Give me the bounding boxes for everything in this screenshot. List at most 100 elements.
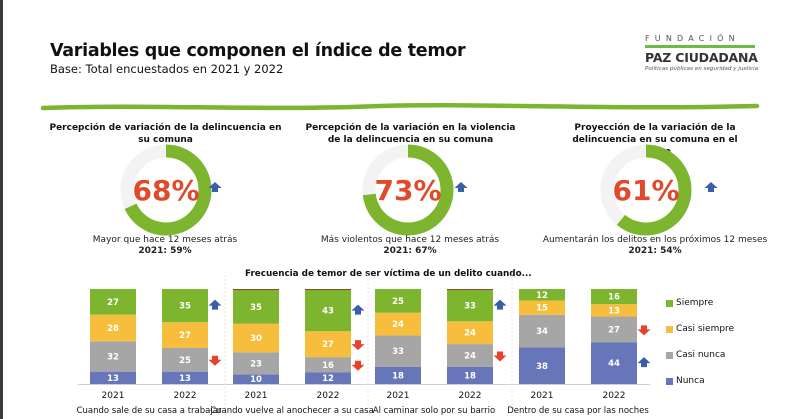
legend-swatch [666, 377, 673, 385]
category-label: Cuando vuelve al anochecer a su casa [210, 406, 374, 416]
bar-segment-siempre [447, 289, 493, 322]
bar-segment-nunca [375, 366, 421, 384]
trend-up-arrow-icon [493, 299, 507, 310]
legend-item-nunca: Nunca [666, 368, 734, 394]
chart-legend: Siempre Casi siempre Casi nunca Nunca [666, 290, 734, 394]
data-label: 23 [250, 359, 262, 369]
bar-segment-casi-nunca [519, 314, 565, 348]
logo-top-text: FUNDACIÓN [645, 34, 740, 43]
category-label: Cuando sale de su casa a trabajar [77, 406, 222, 416]
x-tick-label: 2021 [102, 391, 125, 401]
data-label: 12 [536, 291, 548, 301]
bar-segment-other [233, 289, 279, 290]
trend-up-arrow-icon [637, 357, 651, 368]
bar-segment-casi-siempre [90, 314, 136, 342]
donut-value-arc [362, 144, 454, 236]
bar-segment-nunca [233, 374, 279, 384]
green-brush-line [40, 102, 760, 111]
bar-segment-siempre [233, 289, 279, 324]
trend-up-arrow-icon [704, 182, 718, 192]
kpi-title-2: Percepción de la variación en la violenc… [305, 123, 516, 145]
legend-label: Casi siempre [676, 324, 735, 334]
kpi-donut-2: 73% [362, 144, 468, 236]
kpi-caption-2: Más violentos que hace 12 meses atrás 20… [305, 235, 515, 257]
data-label: 27 [608, 325, 620, 335]
bar-segment-nunca [447, 366, 493, 384]
donut-value-arc [120, 144, 212, 236]
bar-segment-casi-siempre [591, 304, 637, 317]
kpi-caption-1: Mayor que hace 12 meses atrás 2021: 59% [60, 235, 270, 257]
bar-segment-nunca [591, 342, 637, 384]
bar-segment-siempre [305, 289, 351, 332]
trend-up-arrow-icon [351, 304, 365, 315]
logo-main-text: PAZ CIUDADANA [645, 50, 758, 65]
trend-up-arrow-icon [454, 182, 468, 192]
kpi-previous: 2021: 54% [628, 246, 682, 256]
data-label: 13 [179, 374, 191, 384]
data-label: 43 [322, 307, 334, 317]
data-label: 35 [179, 302, 191, 312]
bar-segment-casi-siempre [305, 331, 351, 358]
bar-segment-siempre [375, 289, 421, 313]
data-label: 18 [464, 371, 476, 381]
data-label: 27 [179, 331, 191, 341]
kpi-caption-text: Más violentos que hace 12 meses atrás [320, 235, 500, 245]
bar-segment-nunca [162, 371, 208, 384]
data-label: 27 [322, 340, 334, 350]
bar-group: 13 32 28 27 2021 13 25 27 35 2022 Cuando sale de s… [77, 289, 222, 416]
x-tick-label: 2022 [174, 391, 197, 401]
bar-segment-siempre [90, 289, 136, 315]
chart-title: Frecuencia de temor de ser víctima de un… [245, 269, 532, 279]
data-label: 28 [107, 324, 119, 334]
trend-down-arrow-icon [637, 325, 651, 336]
bar-segment-siempre [591, 289, 637, 305]
legend-item-siempre: Siempre [666, 290, 734, 316]
data-label: 25 [392, 297, 404, 307]
legend-item-casi-nunca: Casi nunca [666, 342, 734, 368]
trend-up-arrow-icon [208, 299, 222, 310]
legend-label: Siempre [676, 298, 714, 308]
bar-segment-casi-nunca [90, 341, 136, 372]
bar-segment-casi-nunca [233, 352, 279, 375]
data-label: 15 [536, 304, 548, 314]
bar-segment-other [305, 289, 351, 290]
legend-swatch [666, 325, 673, 333]
kpi-title-1: Percepción de variación de la delincuenc… [49, 123, 282, 145]
bar-group: 38 34 15 12 2021 44 27 13 16 2022 Dentro de su cas… [507, 289, 651, 416]
data-label: 44 [608, 359, 620, 369]
x-tick-label: 2022 [317, 391, 340, 401]
data-label: 33 [392, 347, 404, 357]
x-tick-label: 2021 [245, 391, 268, 401]
kpi-value: 68% [132, 174, 199, 207]
data-label: 32 [107, 352, 119, 362]
kpi-donut-1: 68% [120, 144, 222, 236]
data-label: 30 [250, 334, 262, 344]
kpi-donut-3: 61% [600, 144, 718, 236]
bar-segment-casi-nunca [162, 347, 208, 372]
bar-segment-casi-siempre [375, 312, 421, 336]
category-label: Al caminar solo por su barrio [373, 406, 495, 416]
kpi-value: 61% [612, 174, 679, 207]
trend-down-arrow-icon [493, 351, 507, 362]
bar-segment-nunca [90, 371, 136, 384]
data-label: 25 [179, 356, 191, 366]
legend-item-casi-siempre: Casi siempre [666, 316, 734, 342]
data-label: 12 [322, 374, 334, 384]
logo-bar [645, 45, 755, 48]
data-label: 38 [536, 362, 548, 372]
data-label: 33 [464, 302, 476, 312]
data-label: 18 [392, 371, 404, 381]
bar-segment-siempre [519, 289, 565, 301]
window-left-border [0, 0, 3, 419]
trend-down-arrow-icon [351, 360, 365, 371]
data-label: 34 [536, 327, 548, 337]
bar-group: 18 33 24 25 2021 18 24 24 33 2022 Al caminar solo … [373, 289, 507, 416]
legend-swatch [666, 299, 673, 307]
kpi-caption-text: Aumentarán los delitos en los próximos 1… [542, 235, 768, 245]
data-label: 16 [608, 293, 620, 303]
bar-segment-casi-siempre [162, 322, 208, 348]
page-title: Variables que componen el índice de temo… [50, 41, 466, 61]
bar-group: 10 23 30 35 2021 12 16 27 43 2022 Cuando vuelve al… [210, 289, 374, 416]
